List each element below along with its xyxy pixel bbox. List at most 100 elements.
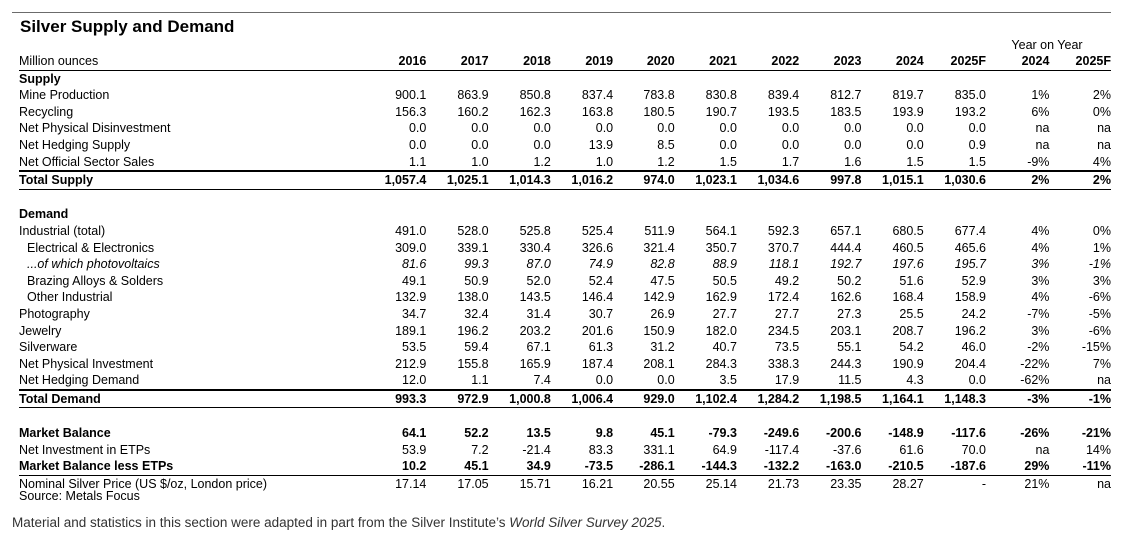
year-header: 2019 xyxy=(550,53,614,71)
value-cell: 326.6 xyxy=(581,240,614,255)
value-cell: 1,102.4 xyxy=(674,388,737,409)
value-cell: 1,025.1 xyxy=(426,170,489,190)
yoy-cell: -3% xyxy=(988,388,1050,409)
yoy-cell: 7% xyxy=(1092,356,1111,371)
value-cell: 812.7 xyxy=(830,88,862,103)
value-cell: 54.2 xyxy=(899,340,924,355)
value-cell: 88.9 xyxy=(712,257,737,272)
value-cell: 972.9 xyxy=(426,388,489,409)
value-cell: 46.0 xyxy=(961,340,986,355)
value-cell: 1.1 xyxy=(471,373,489,388)
table-row: Net Investment in ETPs 53.9 7.2 -21.4 83.3 33… xyxy=(19,442,1111,459)
value-cell: 1,015.1 xyxy=(861,170,924,190)
value-cell: 118.1 xyxy=(768,257,800,272)
value-cell: 190.9 xyxy=(892,356,924,371)
gap-cell xyxy=(986,388,989,409)
value-cell: 53.9 xyxy=(402,442,427,457)
empty-cell xyxy=(1049,70,1111,87)
yoy-cell: 3% xyxy=(1031,323,1050,338)
table-row: Industrial (total) 491.0 528.0 525.8 525.4 51… xyxy=(19,223,1111,240)
table-row: Net Hedging Supply 0.0 0.0 0.0 13.9 8.5 0.0 0.0… xyxy=(19,137,1111,154)
value-cell: 974.0 xyxy=(613,170,675,190)
value-cell: 929.0 xyxy=(613,388,675,409)
row-label: Total Supply xyxy=(19,170,365,190)
value-cell: 27.3 xyxy=(837,306,862,321)
value-cell: 87.0 xyxy=(526,257,551,272)
row-label: Photography xyxy=(19,306,90,321)
year-header: 2016 xyxy=(364,53,427,71)
row-label: Net Hedging Supply xyxy=(19,137,131,152)
value-cell: 1,014.3 xyxy=(488,170,551,190)
value-cell: 1.5 xyxy=(906,154,924,169)
spacer-row xyxy=(19,189,1111,206)
value-cell: -79.3 xyxy=(708,426,737,441)
empty-cell xyxy=(551,206,613,223)
value-cell: 208.1 xyxy=(643,356,675,371)
yoy-cell: 2% xyxy=(1092,88,1111,103)
value-cell: 212.9 xyxy=(395,356,427,371)
value-cell: 50.5 xyxy=(712,273,737,288)
empty-cell xyxy=(799,70,861,87)
value-cell: 0.0 xyxy=(844,137,862,152)
value-cell: -148.9 xyxy=(888,426,924,441)
row-label: Silverware xyxy=(19,340,78,355)
yoy-cell: -62% xyxy=(1020,373,1050,388)
value-cell: 837.4 xyxy=(581,88,614,103)
value-cell: 830.8 xyxy=(705,88,737,103)
row-label: Net Investment in ETPs xyxy=(19,442,151,457)
empty-cell xyxy=(675,70,737,87)
yoy-cell: 1% xyxy=(1092,240,1111,255)
value-cell: 83.3 xyxy=(588,442,614,457)
value-cell: 1,034.6 xyxy=(736,170,800,190)
value-cell: 350.7 xyxy=(705,240,737,255)
value-cell: 143.5 xyxy=(519,290,551,305)
source-note: Source: Metals Focus xyxy=(19,489,140,503)
value-cell: 155.8 xyxy=(457,356,489,371)
value-cell: 7.4 xyxy=(533,373,551,388)
value-cell: 55.1 xyxy=(837,340,862,355)
yoy-cell: 2% xyxy=(1049,170,1111,190)
value-cell: 64.9 xyxy=(712,442,737,457)
value-cell: 138.0 xyxy=(457,290,489,305)
empty-cell xyxy=(737,70,799,87)
table-row: Mine Production 900.1 863.9 850.8 837.4 783.8… xyxy=(19,87,1111,104)
demand-heading-row: Demand xyxy=(19,206,1111,223)
value-cell: 592.3 xyxy=(767,223,800,238)
empty-cell xyxy=(613,206,675,223)
yoy-cell: 3% xyxy=(1031,273,1050,288)
value-cell: 74.9 xyxy=(588,257,614,272)
yoy-year-header: 2024 xyxy=(988,53,1050,71)
value-cell: -73.5 xyxy=(550,458,614,476)
empty-cell xyxy=(675,206,737,223)
value-cell: 1,016.2 xyxy=(550,170,614,190)
yoy-cell: -15% xyxy=(1081,340,1111,355)
value-cell: 190.7 xyxy=(705,104,737,119)
value-cell: 1.7 xyxy=(781,154,800,169)
value-cell: 193.9 xyxy=(892,104,924,119)
table-row: Electrical & Electronics 309.0 339.1 330.4 3… xyxy=(19,240,1111,257)
value-cell: 40.7 xyxy=(712,340,737,355)
table-row: Recycling 156.3 160.2 162.3 163.8 180.5 190.7 1… xyxy=(19,104,1111,121)
value-cell: 993.3 xyxy=(364,388,427,409)
empty-cell xyxy=(989,206,1050,223)
value-cell: 0.0 xyxy=(408,121,427,136)
yoy-cell: -26% xyxy=(1020,426,1050,441)
yoy-cell: -7% xyxy=(1027,306,1050,321)
row-label: Net Official Sector Sales xyxy=(19,154,155,169)
empty-cell xyxy=(426,206,488,223)
value-cell: 32.4 xyxy=(464,306,489,321)
value-cell: 564.1 xyxy=(705,223,737,238)
value-cell: 24.2 xyxy=(961,306,986,321)
value-cell: 30.7 xyxy=(588,306,614,321)
value-cell: 15.71 xyxy=(519,476,551,491)
value-cell: 1.0 xyxy=(471,154,489,169)
value-cell: 142.9 xyxy=(643,290,675,305)
yoy-cell: 6% xyxy=(1031,104,1050,119)
yoy-cell: 21% xyxy=(1024,476,1050,491)
value-cell: 82.8 xyxy=(650,257,675,272)
yoy-cell: 0% xyxy=(1092,104,1111,119)
value-cell: 309.0 xyxy=(395,240,427,255)
value-cell: 850.8 xyxy=(519,88,551,103)
value-cell: 1.5 xyxy=(968,154,986,169)
value-cell: 197.6 xyxy=(892,257,924,272)
